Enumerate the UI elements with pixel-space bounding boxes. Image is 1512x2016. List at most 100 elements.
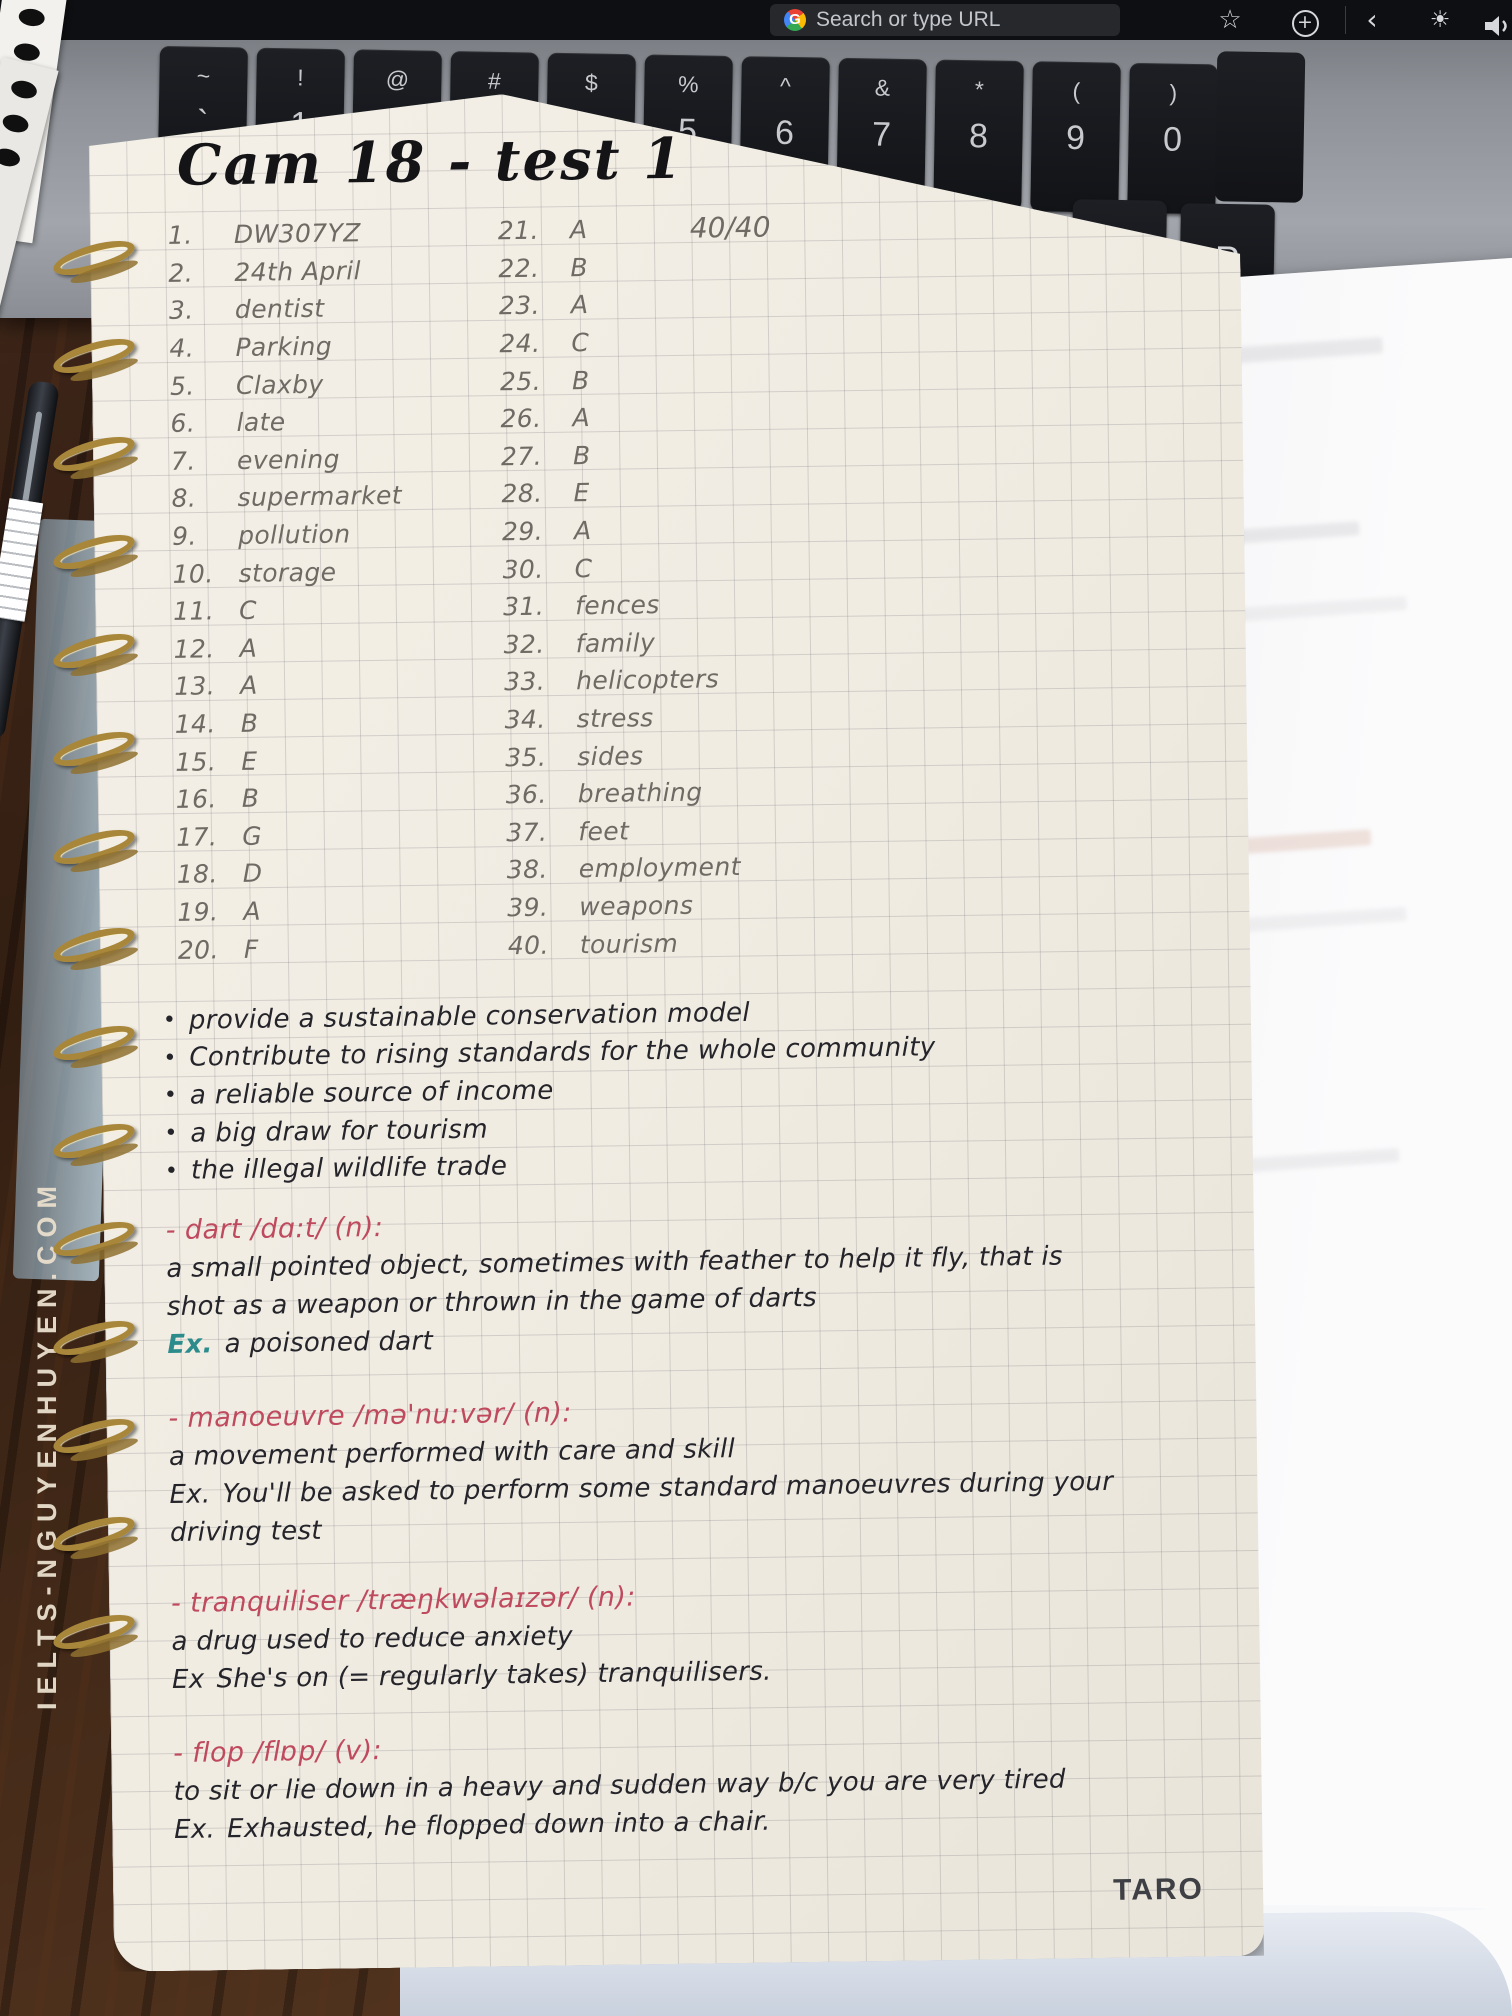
answer-value: stress — [576, 703, 654, 734]
keyboard-key[interactable]: * 8 — [933, 59, 1024, 212]
answer-value: G — [242, 821, 263, 851]
answer-row: 12. A — [173, 627, 404, 668]
answer-number: 26. — [500, 403, 542, 434]
answer-row: 26. A — [500, 397, 735, 438]
touchbar-url-field[interactable]: G Search or type URL — [770, 4, 1120, 36]
vocab-entry-dart: - dart /dɑ:t/ (n): a small pointed objec… — [166, 1198, 1176, 1364]
answer-number: 19. — [177, 897, 219, 927]
bullet-text: a big draw for tourism — [190, 1114, 489, 1149]
answer-number: 29. — [501, 516, 544, 547]
key-symbol-legend: % — [677, 71, 699, 98]
speaker-icon[interactable] — [1478, 0, 1512, 40]
answer-number: 18. — [176, 859, 218, 890]
answer-value: sides — [577, 740, 644, 771]
binding-hole — [12, 41, 41, 63]
answer-value: C — [571, 328, 590, 358]
spiral-coil — [50, 822, 138, 871]
answer-row: 35. sides — [505, 735, 740, 776]
touchbar-divider — [1345, 6, 1346, 34]
answer-row: 16. B — [176, 778, 407, 819]
example-label: Ex. — [169, 1479, 211, 1510]
key-symbol-legend: @ — [385, 65, 410, 93]
answer-row: 39. weapons — [507, 886, 742, 927]
answer-number: 15. — [175, 746, 217, 777]
answer-value: supermarket — [237, 481, 403, 513]
answer-row: 13. A — [174, 665, 405, 706]
answer-number: 17. — [176, 822, 218, 852]
answer-number: 6. — [170, 408, 196, 439]
bullet-marker: • — [163, 1083, 178, 1109]
answer-number: 20. — [177, 934, 220, 965]
key-number-legend: 0 — [1162, 120, 1183, 159]
bullet-text: the illegal wildlife trade — [190, 1151, 508, 1186]
example-label: Ex — [171, 1664, 205, 1695]
bullet-marker: • — [163, 1045, 177, 1071]
key-symbol-legend: ) — [1169, 79, 1178, 106]
answer-row: 17. G — [176, 815, 407, 856]
answer-value: F — [243, 934, 259, 964]
answer-value: B — [572, 440, 591, 471]
binding-hole — [9, 78, 39, 101]
answer-value: A — [572, 403, 591, 433]
answer-row: 20. F — [178, 928, 409, 969]
spiral-coil — [50, 1509, 138, 1558]
answer-row: 36. breathing — [505, 773, 740, 814]
answer-number: 33. — [503, 667, 546, 697]
answer-value: C — [574, 553, 593, 583]
new-tab-icon[interactable]: + — [1285, 0, 1325, 40]
answer-row: 40. tourism — [508, 923, 743, 964]
answer-value: dentist — [234, 294, 325, 325]
answer-number: 7. — [170, 446, 196, 476]
answer-row: 31. fences — [503, 585, 738, 626]
keyboard-key[interactable]: ( 9 — [1030, 61, 1121, 213]
answer-value: helicopters — [575, 664, 720, 696]
bookmark-star-icon[interactable]: ☆ — [1218, 5, 1242, 35]
key-number-legend: 9 — [1065, 118, 1086, 158]
url-placeholder-text: Search or type URL — [816, 8, 1001, 31]
answer-number: 13. — [173, 671, 216, 702]
answer-value: A — [573, 516, 592, 546]
answer-number: 11. — [172, 596, 215, 627]
spiral-coil — [50, 430, 138, 479]
answer-row: 23. A — [499, 284, 734, 325]
answer-number: 21. — [497, 216, 540, 246]
answer-number: 40. — [507, 930, 550, 960]
key-number-legend: 6 — [774, 113, 795, 153]
example-text: a poisoned dart — [224, 1326, 434, 1360]
key-number-legend: 8 — [968, 117, 989, 156]
key-symbol-legend: & — [874, 74, 891, 101]
answer-value: B — [241, 783, 260, 814]
binding-hole — [0, 146, 22, 169]
google-logo-icon: G — [784, 9, 806, 31]
answer-value: breathing — [577, 777, 703, 809]
key-number-legend: 7 — [871, 115, 892, 154]
keyboard-key[interactable]: ) 0 — [1127, 62, 1218, 215]
key-symbol-legend: * — [974, 76, 985, 103]
answer-row: 28. E — [501, 472, 736, 513]
key-symbol-legend: ! — [297, 64, 304, 91]
answer-value: E — [573, 478, 590, 508]
chevron-left-icon[interactable]: ‹ — [1366, 3, 1378, 36]
answer-value: tourism — [579, 928, 679, 959]
notebook-brand: TARO — [1112, 1872, 1205, 1907]
answer-number: 8. — [171, 483, 197, 514]
answer-value: pollution — [237, 519, 351, 550]
bullet-marker: • — [164, 1158, 179, 1184]
answer-value: 24th April — [234, 256, 362, 287]
answers-column-21-40: 21. A 22. B 23. A 24. C 25. B 26. A 27. … — [498, 209, 743, 964]
answer-value: D — [242, 859, 263, 889]
binding-hole — [0, 112, 31, 135]
brightness-icon[interactable]: ☀ — [1429, 7, 1451, 33]
answer-row: 37. feet — [506, 810, 741, 851]
answer-number: 5. — [169, 371, 195, 401]
answer-value: A — [570, 290, 589, 320]
keyboard-key-partial[interactable] — [1214, 51, 1306, 203]
spiral-coil — [50, 528, 138, 577]
answer-row: 1. DW307YZ — [168, 214, 399, 255]
answer-value: C — [238, 595, 258, 626]
spiral-coil — [50, 724, 138, 773]
answer-row: 9. pollution — [172, 514, 403, 555]
answer-row: 2. 24th April — [168, 251, 399, 292]
bullet-marker: • — [164, 1120, 178, 1147]
